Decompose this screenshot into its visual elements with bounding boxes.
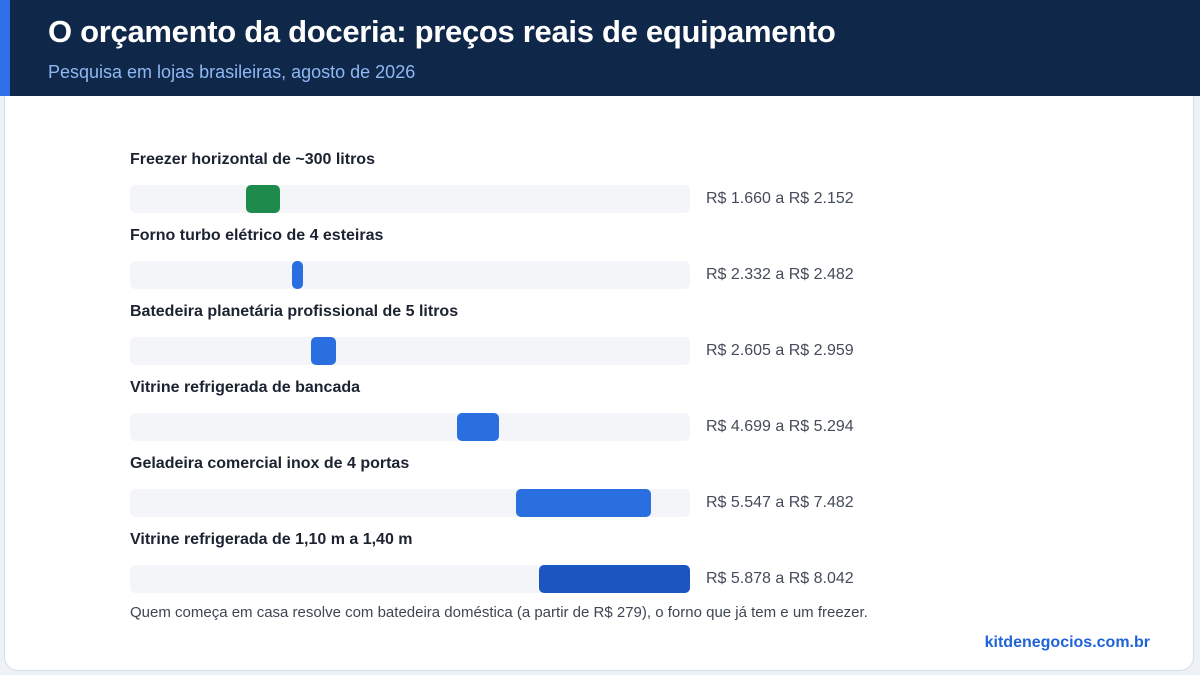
header: O orçamento da doceria: preços reais de …: [0, 0, 1200, 96]
bar-track: [130, 565, 690, 593]
row-label: Batedeira planetária profissional de 5 l…: [130, 303, 459, 320]
range-value-label: R$ 1.660 a R$ 2.152: [706, 190, 854, 207]
price-range-bar: [311, 337, 337, 365]
price-range-bar: [539, 565, 690, 593]
range-value-label: R$ 4.699 a R$ 5.294: [706, 418, 854, 435]
range-value-label: R$ 5.547 a R$ 7.482: [706, 494, 854, 511]
header-accent-stripe: [0, 0, 10, 96]
row-label: Freezer horizontal de ~300 litros: [130, 151, 375, 168]
price-range-bar: [516, 489, 651, 517]
row-label: Vitrine refrigerada de 1,10 m a 1,40 m: [130, 531, 413, 548]
range-value-label: R$ 2.332 a R$ 2.482: [706, 266, 854, 283]
row-label: Vitrine refrigerada de bancada: [130, 379, 361, 396]
brand-link[interactable]: kitdenegocios.com.br: [984, 634, 1150, 651]
bar-track: [130, 489, 690, 517]
row-label: Forno turbo elétrico de 4 esteiras: [130, 227, 384, 244]
price-range-bar: [292, 261, 303, 289]
chart-subtitle: Pesquisa em lojas brasileiras, agosto de…: [48, 62, 416, 82]
price-range-bar: [457, 413, 499, 441]
price-range-bar: [245, 185, 280, 213]
bar-track: [130, 337, 690, 365]
row-label: Geladeira comercial inox de 4 portas: [130, 455, 410, 472]
bar-track: [130, 413, 690, 441]
bar-track: [130, 261, 690, 289]
chart-title: O orçamento da doceria: preços reais de …: [48, 14, 836, 49]
footnote: Quem começa em casa resolve com batedeir…: [130, 604, 868, 621]
range-value-label: R$ 2.605 a R$ 2.959: [706, 342, 854, 359]
bar-track: [130, 185, 690, 213]
range-value-label: R$ 5.878 a R$ 8.042: [706, 570, 854, 587]
